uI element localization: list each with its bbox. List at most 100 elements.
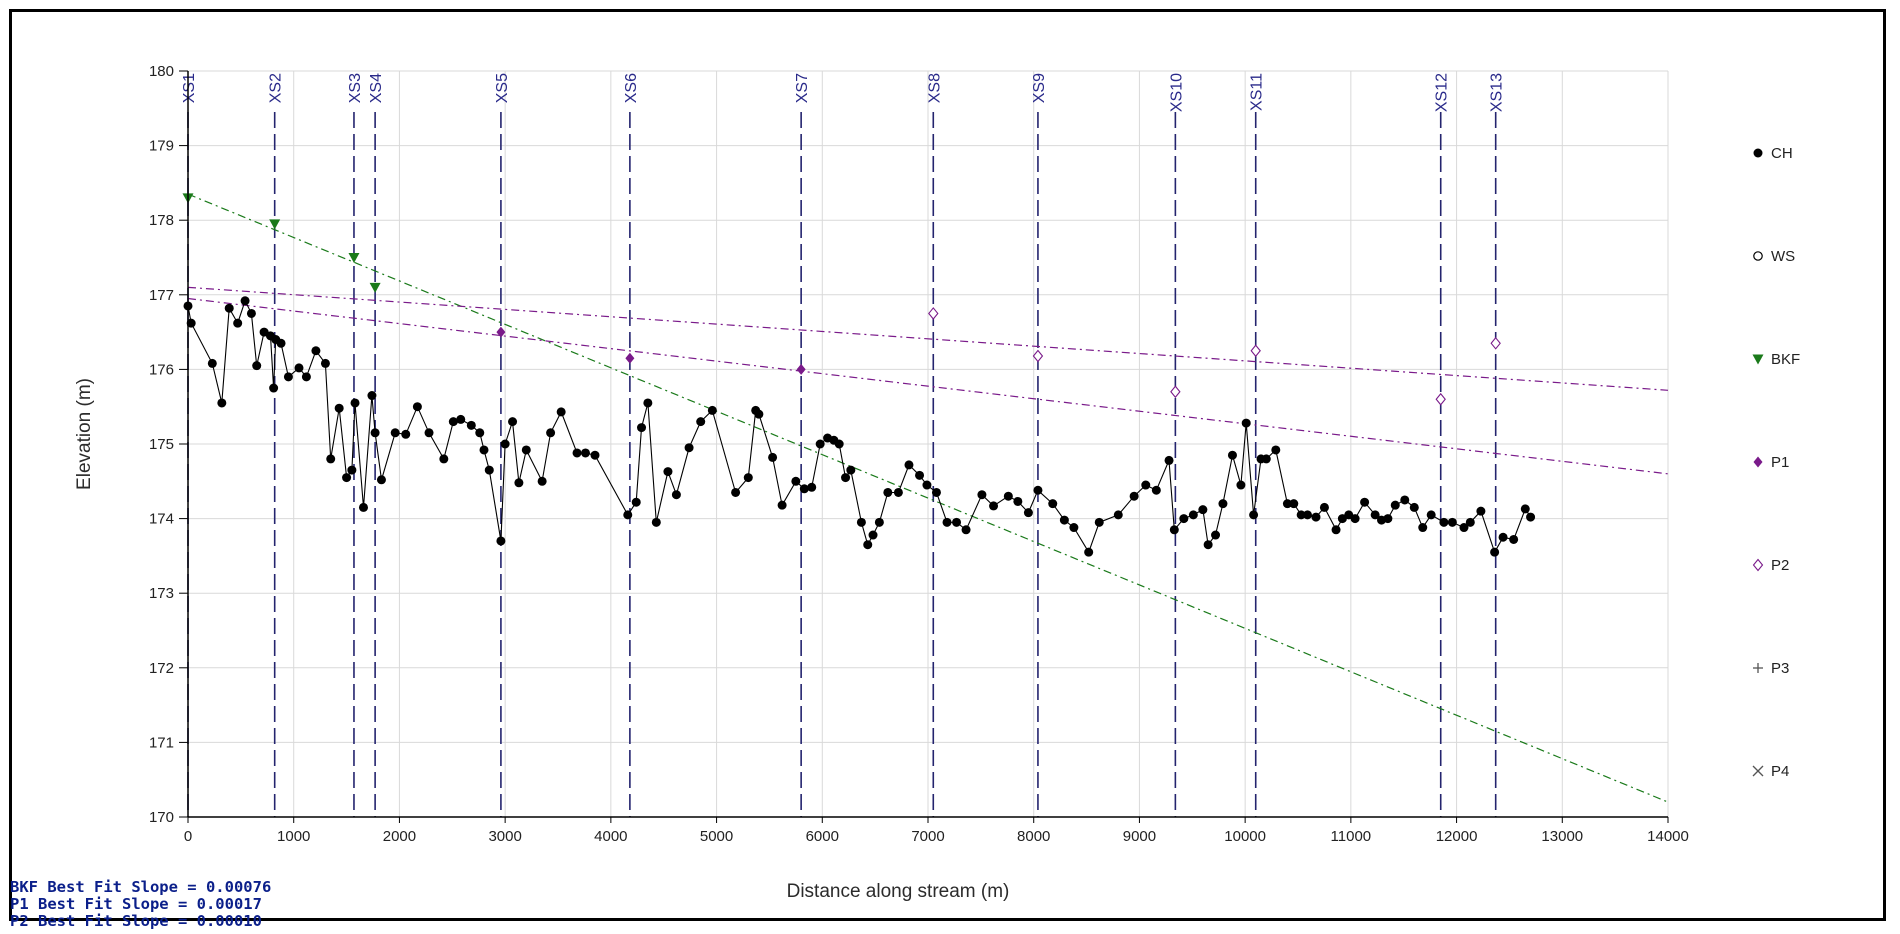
point-ch: [1169, 525, 1179, 535]
point-ch: [1418, 523, 1428, 533]
point-ch: [240, 296, 250, 306]
point-p2: [928, 307, 939, 320]
point-ch: [1218, 499, 1228, 509]
legend-label-bkf: BKF: [1771, 351, 1800, 368]
best-fit-line-bkf: [187, 193, 1669, 803]
point-ch: [1409, 502, 1419, 512]
point-ch: [424, 428, 434, 438]
point-ch: [370, 428, 380, 438]
point-ch: [743, 473, 753, 483]
point-ch: [1069, 523, 1079, 533]
point-ch: [1439, 517, 1449, 527]
legend-item-p2: P2: [1752, 557, 1789, 574]
point-ch: [904, 460, 914, 470]
point-ch: [1390, 500, 1400, 510]
point-ch: [754, 409, 764, 419]
legend-label-ch: CH: [1771, 145, 1793, 162]
point-p2: [1490, 336, 1501, 350]
point-ch: [1271, 445, 1281, 455]
y-tick-label: 175: [149, 436, 174, 453]
point-ch: [1447, 517, 1457, 527]
point-ch: [269, 383, 279, 393]
point-ch: [1179, 514, 1189, 524]
point-ch: [856, 517, 866, 527]
cross-section-label: XS6: [623, 73, 640, 103]
cross-section-label: XS3: [347, 73, 364, 103]
point-ch: [1023, 508, 1033, 518]
point-ch: [841, 473, 851, 483]
x-tick-label: 5000: [700, 828, 733, 845]
point-ch: [1033, 485, 1043, 495]
point-ch: [768, 452, 778, 462]
point-ch: [1476, 506, 1486, 516]
x-tick-label: 13000: [1541, 828, 1583, 845]
point-ch: [246, 308, 256, 318]
legend-label-p3: P3: [1771, 660, 1789, 677]
point-ch: [961, 525, 971, 535]
point-ch: [731, 487, 741, 497]
point-ch: [334, 403, 344, 413]
point-ch: [1426, 510, 1436, 520]
point-ch: [412, 402, 422, 412]
point-ch: [1331, 525, 1341, 535]
legend-item-bkf: BKF: [1752, 351, 1800, 368]
cross-section-label: XS13: [1489, 73, 1506, 112]
point-ch: [1303, 510, 1313, 520]
legend-marker-p3: [1753, 663, 1763, 673]
x-axis-title: Distance along stream (m): [787, 881, 1010, 902]
point-ch: [651, 517, 661, 527]
legend-label-ws: WS: [1771, 248, 1795, 265]
legend-marker-p2: [1752, 558, 1764, 572]
legend-item-ws: WS: [1753, 248, 1795, 265]
point-ch: [294, 363, 304, 373]
cross-section-label: XS9: [1031, 73, 1048, 103]
point-ch: [915, 470, 925, 480]
best-fit-lines: [187, 193, 1669, 803]
cross-section-label: XS11: [1249, 73, 1266, 111]
point-ch: [868, 530, 878, 540]
legend-label-p4: P4: [1771, 763, 1789, 780]
point-ch: [1084, 547, 1094, 557]
x-tick-label: 8000: [1017, 828, 1050, 845]
point-bkf: [348, 253, 360, 263]
point-ch: [989, 501, 999, 511]
p2-slope-text: P2 Best Fit Slope = 0.00010: [10, 912, 262, 930]
point-ch: [952, 517, 962, 527]
cross-section-label: XS7: [794, 73, 811, 103]
point-ch: [863, 540, 873, 550]
point-ch: [350, 398, 360, 408]
legend-marker-ch: [1753, 148, 1763, 158]
point-ch: [942, 517, 952, 527]
point-p2: [1250, 344, 1261, 358]
point-ch: [326, 454, 336, 464]
legend-marker-p4: [1752, 765, 1764, 777]
point-bkf: [369, 282, 381, 293]
point-ch: [631, 497, 641, 507]
point-ch: [580, 448, 590, 458]
x-tick-label: 2000: [383, 828, 416, 845]
point-ch: [1465, 517, 1475, 527]
point-p1: [625, 352, 635, 364]
point-ch: [1311, 512, 1321, 522]
point-p2: [1032, 349, 1044, 363]
y-tick-label: 180: [149, 63, 174, 80]
point-ch: [1227, 450, 1237, 460]
point-ch: [401, 429, 411, 439]
legend-marker-p4-b: [1752, 765, 1764, 777]
point-ch: [186, 318, 196, 328]
point-ch: [1013, 496, 1023, 506]
x-tick-label: 12000: [1436, 828, 1478, 845]
y-tick-label: 171: [149, 734, 174, 751]
y-tick-label: 177: [149, 287, 174, 304]
point-ch: [623, 510, 633, 520]
legend-item-p1: P1: [1753, 454, 1789, 471]
y-axis-title: Elevation (m): [74, 378, 95, 490]
cross-section-label: XS2: [268, 73, 285, 103]
grid: [188, 70, 1669, 817]
point-ch: [893, 487, 903, 497]
chart-frame: [9, 9, 1886, 921]
axes: 0 1000 2000 3000 4000 5000 6000 7000 8000 9000 100…: [74, 63, 1689, 902]
legend-marker-bkf: [1752, 354, 1764, 365]
point-p2: [1170, 385, 1181, 399]
legend-item-ch: CH: [1753, 145, 1793, 162]
